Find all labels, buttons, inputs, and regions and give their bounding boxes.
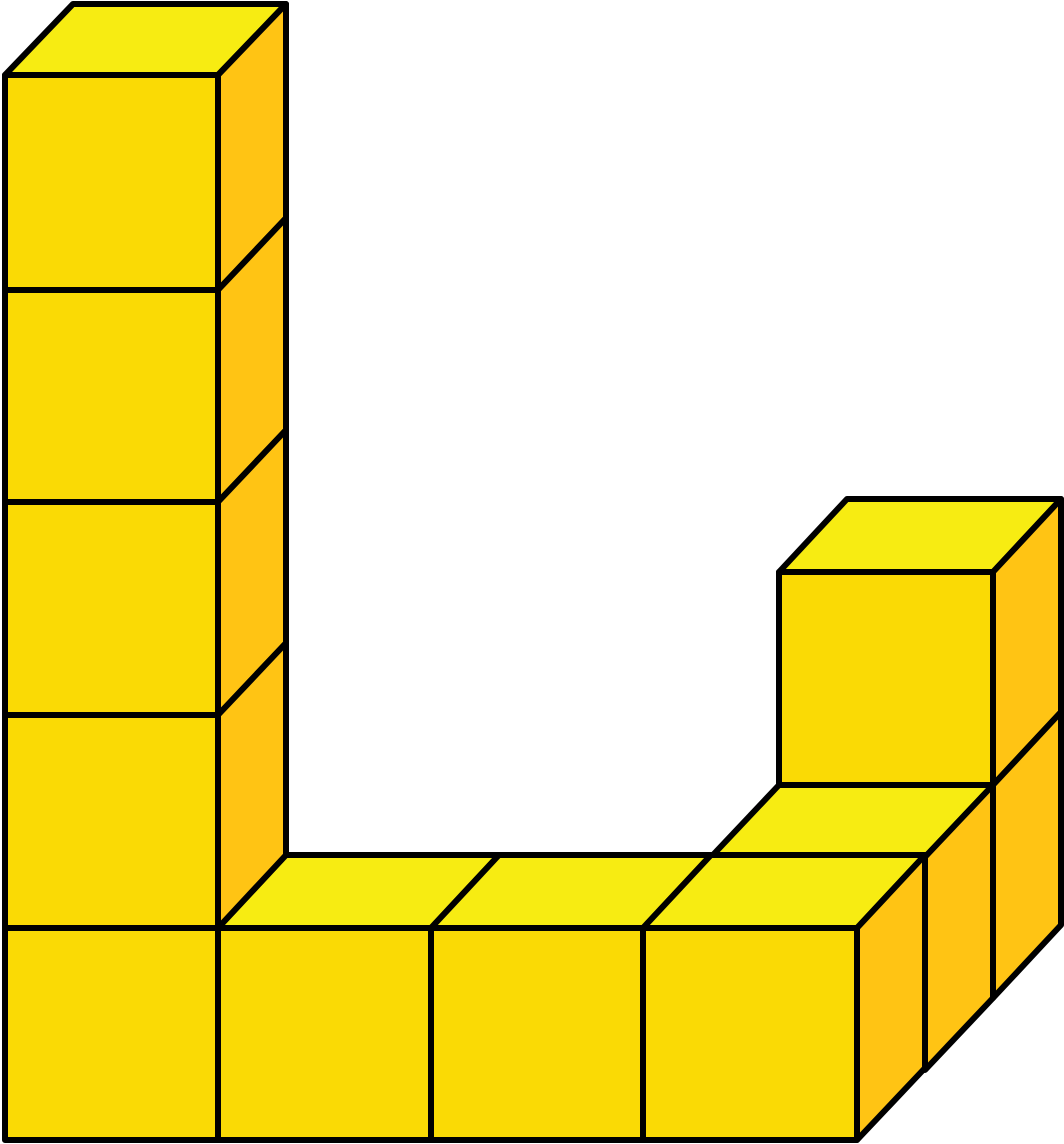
front-row-cube-1-front (2, 925, 221, 1143)
left-column-cube-2-front (2, 712, 221, 931)
left-column-cube-4-front (2, 287, 221, 505)
left-column-cube-2-side (215, 640, 289, 931)
front-row-end-side-face (854, 852, 928, 1143)
back-right-tower (708, 496, 1064, 1073)
front-row-top-faces (215, 852, 928, 931)
back-tower-upper-front-face (776, 569, 996, 788)
left-column (2, 1, 289, 931)
front-row-cube-2-front (215, 925, 434, 1143)
left-column-cube-3-front (2, 499, 221, 718)
front-row-cube-4-front (640, 925, 860, 1143)
front-row-cube-3-front (428, 925, 646, 1143)
left-column-cube-5-front (2, 72, 221, 293)
